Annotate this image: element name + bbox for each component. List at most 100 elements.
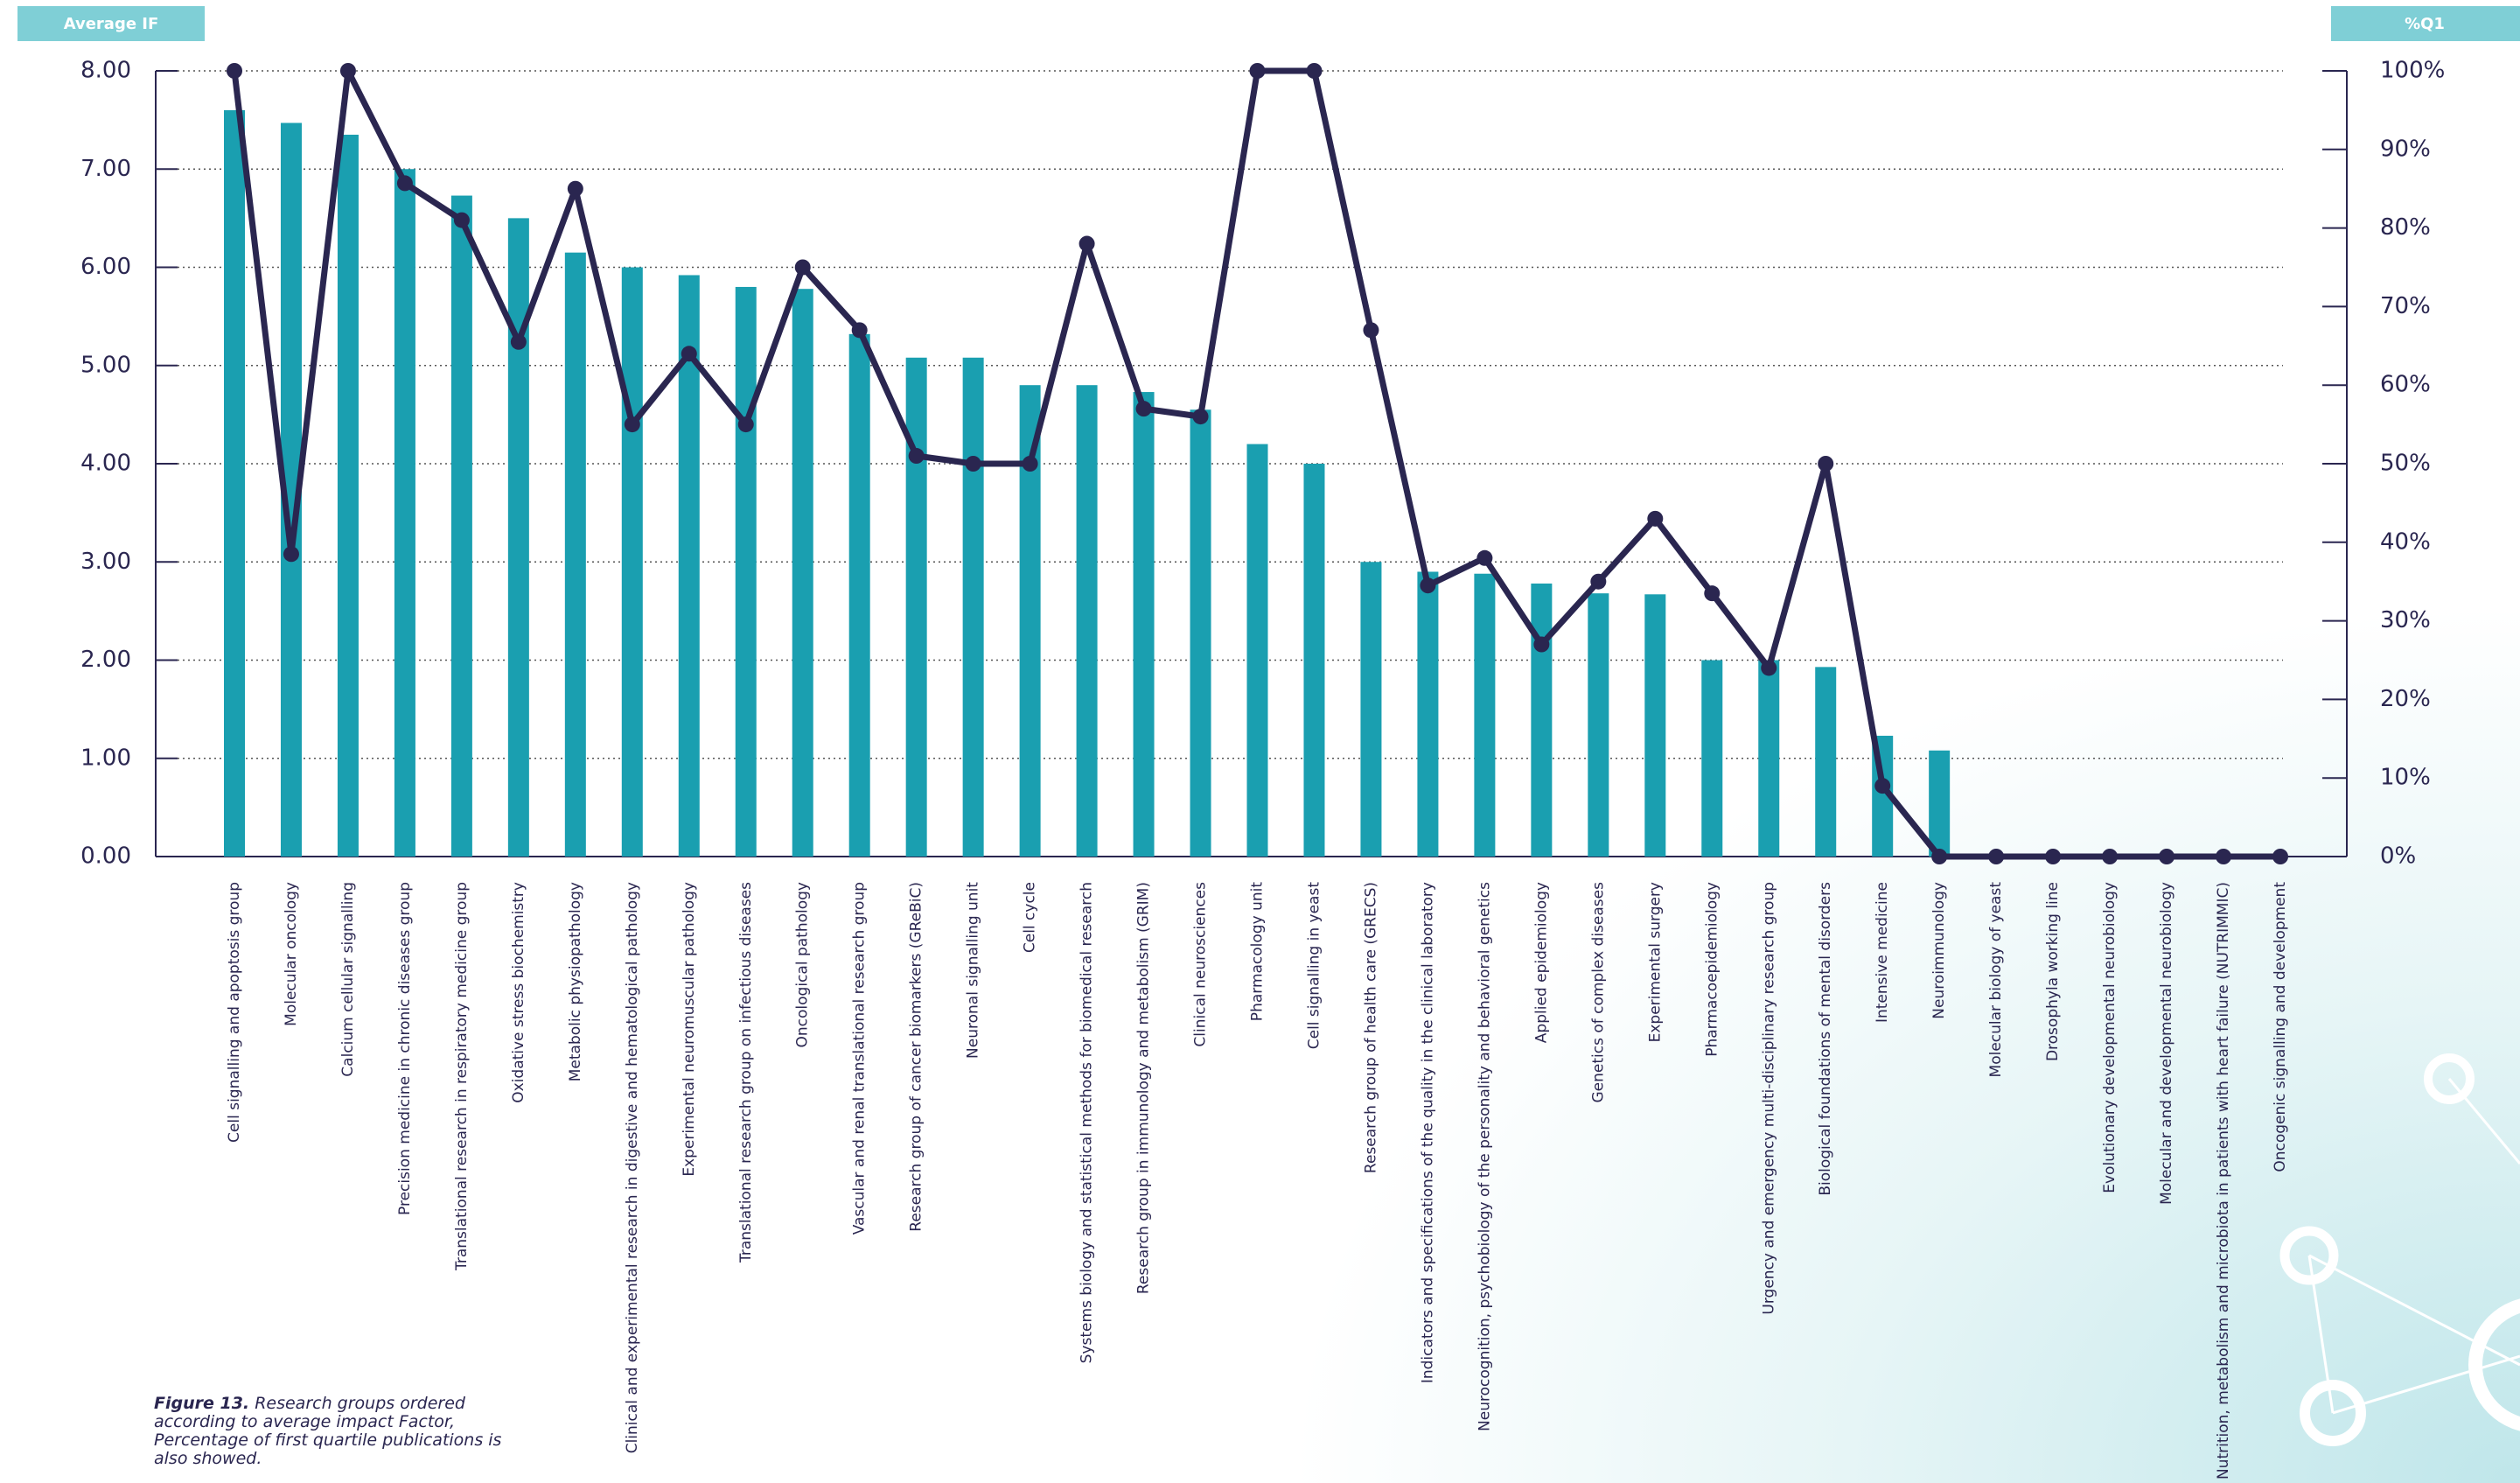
x-tick-label: Experimental surgery xyxy=(1646,882,1664,1042)
x-tick-label: Research group of health care (GRECS) xyxy=(1362,882,1379,1173)
line-point xyxy=(1022,456,1038,472)
x-tick-label: Cell cycle xyxy=(1022,882,1039,953)
line-point xyxy=(2102,849,2119,864)
x-tick-label: Drosophyla working line xyxy=(2044,882,2062,1061)
y2-tick-label: 50% xyxy=(2380,451,2431,477)
bar xyxy=(1929,750,1951,857)
line-point xyxy=(2045,849,2062,864)
bar xyxy=(1701,660,1723,857)
bar xyxy=(962,357,984,857)
y2-tick-label: 10% xyxy=(2380,765,2431,791)
y-tick-label: 1.00 xyxy=(80,745,131,771)
bar xyxy=(621,267,643,857)
x-tick-label: Oncological pathology xyxy=(794,882,812,1047)
y2-tick-label: 70% xyxy=(2380,293,2431,319)
line-point xyxy=(1761,660,1777,676)
y-tick-label: 3.00 xyxy=(80,549,131,575)
x-tick-label: Evolutionary developmental neurobiology xyxy=(2101,882,2119,1193)
y-header-box xyxy=(17,6,205,41)
x-tick-label: Neuronal signalling unit xyxy=(965,882,982,1059)
bar xyxy=(1474,573,1496,857)
x-tick-label: Cell signalling and apoptosis group xyxy=(226,882,243,1143)
x-tick-label: Molecular biology of yeast xyxy=(1987,882,2005,1078)
x-tick-label: Clinical neurosciences xyxy=(1192,882,1210,1047)
y2-tick-label: 80% xyxy=(2380,214,2431,241)
caption: Figure 13. Research groups ordered accor… xyxy=(154,1395,539,1468)
bar xyxy=(1758,660,1780,857)
y2-tick-label: 40% xyxy=(2380,528,2431,555)
y2-tick-label: 30% xyxy=(2380,607,2431,633)
x-tick-label: Precision medicine in chronic diseases g… xyxy=(396,882,414,1215)
bar xyxy=(735,286,757,857)
line-point xyxy=(1533,636,1550,653)
bar xyxy=(450,195,472,857)
line-point xyxy=(2272,849,2288,864)
line-point xyxy=(624,416,640,433)
y2-tick-label: 90% xyxy=(2380,136,2431,162)
y-tick-label: 8.00 xyxy=(80,58,131,84)
x-tick-label: Urgency and emergency multi-disciplinary… xyxy=(1760,882,1777,1315)
y2-axis-title: %Q1 xyxy=(2405,15,2445,33)
line-point xyxy=(1818,456,1834,472)
bar xyxy=(848,333,870,857)
line-point xyxy=(283,546,299,563)
y-tick-label: 6.00 xyxy=(80,254,131,280)
line-point xyxy=(510,333,527,350)
bar xyxy=(1076,385,1098,857)
line-point xyxy=(567,180,583,197)
x-tick-label: Biological foundations of mental disorde… xyxy=(1817,882,1834,1196)
bar xyxy=(678,275,700,857)
line-point xyxy=(1420,577,1436,594)
bar xyxy=(1246,444,1268,857)
x-tick-label: Pharmacology unit xyxy=(1249,882,1267,1022)
bar xyxy=(224,109,245,857)
x-tick-label: Systems biology and statistical methods … xyxy=(1079,882,1096,1363)
bar xyxy=(1417,571,1439,857)
line-point xyxy=(396,175,413,192)
line-point xyxy=(1249,63,1266,79)
bar xyxy=(1588,593,1609,857)
x-tick-label: Vascular and renal translational researc… xyxy=(851,882,869,1235)
bar xyxy=(1360,562,1382,857)
line-point xyxy=(1590,573,1607,590)
x-tick-label: Oncogenic signalling and development xyxy=(2272,882,2289,1172)
line-point xyxy=(2216,849,2232,864)
line-point xyxy=(737,416,754,433)
y2-tick-label: 0% xyxy=(2380,843,2416,870)
bar xyxy=(564,252,586,857)
bar xyxy=(1303,464,1325,857)
line-point xyxy=(1931,849,1948,864)
line-point xyxy=(851,322,868,339)
line-point xyxy=(1363,322,1379,339)
y2-tick-label: 100% xyxy=(2380,58,2445,84)
line-point xyxy=(908,448,925,465)
line-point xyxy=(1135,401,1152,417)
caption-text: Research groups ordered according to ave… xyxy=(154,1394,502,1468)
x-tick-label: Neurocognition, psychobiology of the per… xyxy=(1476,882,1493,1431)
x-tick-label: Calcium cellular signalling xyxy=(339,882,357,1077)
bar xyxy=(1644,594,1666,857)
y-axis-title: Average IF xyxy=(64,15,159,33)
line-point xyxy=(965,456,981,472)
line-point xyxy=(1874,778,1891,794)
line-point xyxy=(1079,235,1095,252)
line-point xyxy=(453,212,470,228)
x-tick-label: Molecular oncology xyxy=(283,882,300,1026)
decoration xyxy=(2279,1053,2520,1446)
x-tick-label: Intensive medicine xyxy=(1874,882,1891,1023)
x-tick-label: Pharmacoepidemiology xyxy=(1703,882,1721,1057)
bar xyxy=(337,134,359,857)
bar xyxy=(1190,409,1211,857)
y-tick-label: 7.00 xyxy=(80,156,131,182)
y-tick-label: 0.00 xyxy=(80,843,131,870)
x-tick-label: Translational research in respiratory me… xyxy=(453,882,471,1271)
x-tick-label: Neuroimmunology xyxy=(1930,882,1948,1019)
x-tick-label: Oxidative stress biochemistry xyxy=(510,882,527,1103)
caption-label: Figure 13. xyxy=(154,1394,250,1413)
x-tick-label: Metabolic physiopathology xyxy=(567,882,584,1081)
bar xyxy=(792,289,813,857)
y-tick-label: 4.00 xyxy=(80,451,131,477)
x-tick-label: Applied epidemiology xyxy=(1532,882,1550,1043)
